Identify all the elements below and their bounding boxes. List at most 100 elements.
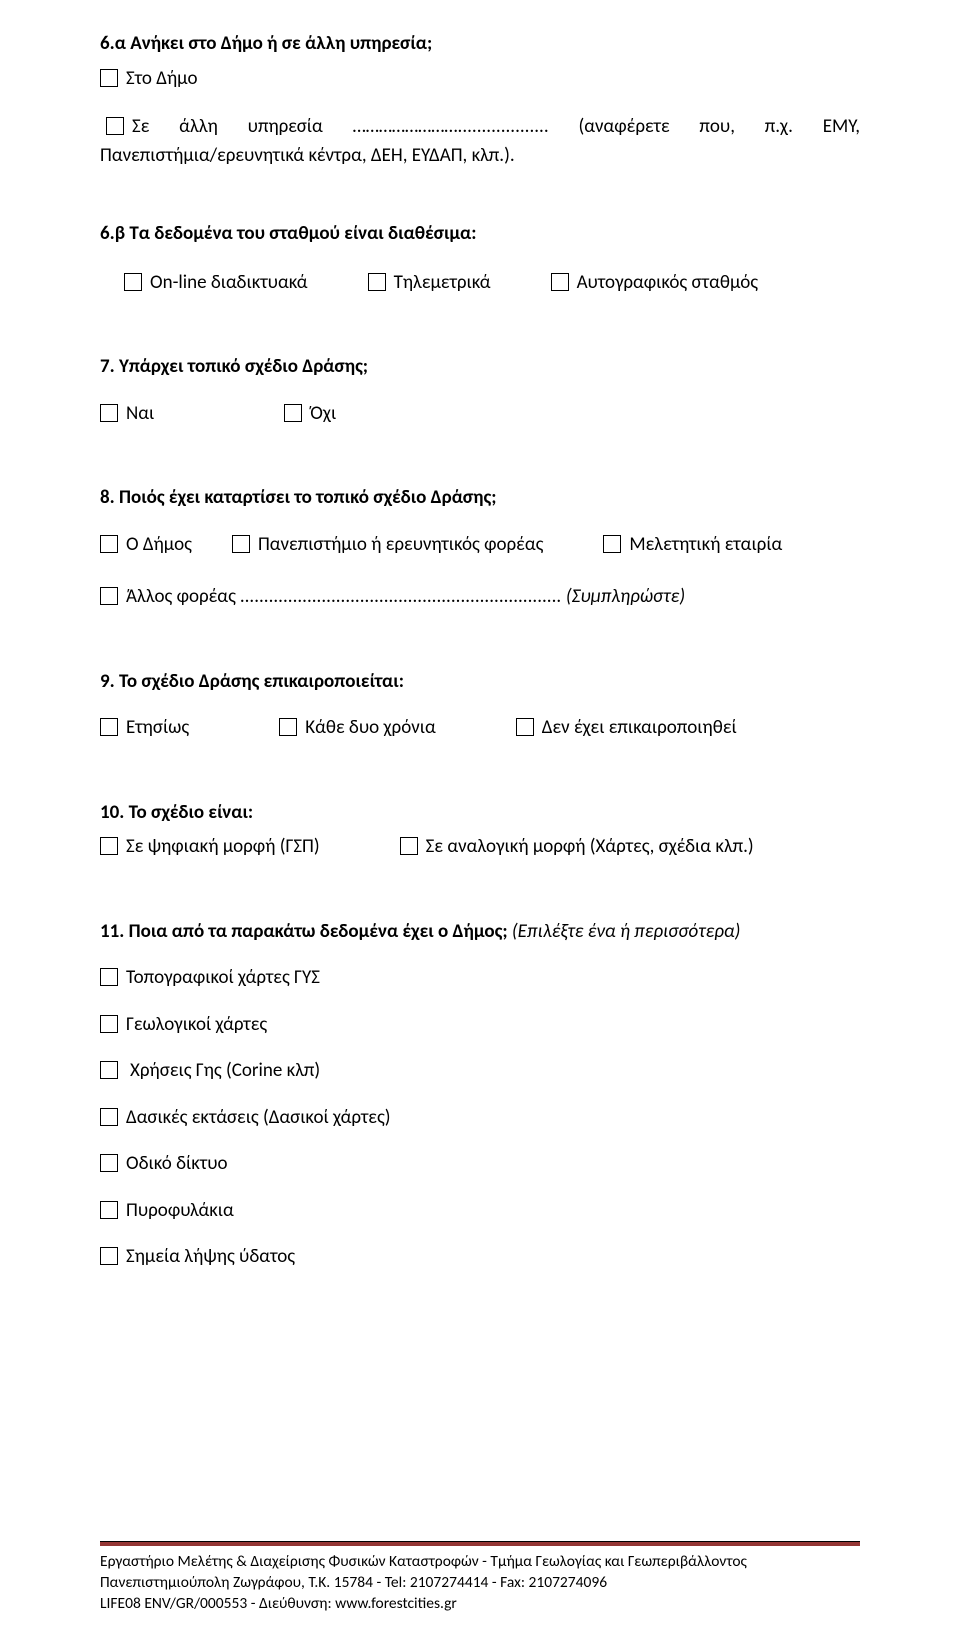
- q8-row1: Ο Δήμος Πανεπιστήμιο ή ερευνητικός φορέα…: [100, 531, 860, 566]
- q11-opt1-label: Τοπογραφικοί χάρτες ΓΥΣ: [126, 964, 320, 993]
- q9-title: 9. Το σχέδιο Δράσης επικαιροποιείται:: [100, 668, 860, 697]
- checkbox-icon[interactable]: [368, 273, 386, 291]
- checkbox-icon[interactable]: [100, 535, 118, 553]
- q9-opt3-label: Δεν έχει επικαιροποιηθεί: [542, 714, 737, 743]
- q7-opt1-label: Ναι: [126, 400, 154, 429]
- q6a-title: 6.α Ανήκει στο Δήμο ή σε άλλη υπηρεσία;: [100, 30, 860, 59]
- q6a-line2-text: Σεάλληυπηρεσία……………………..................…: [132, 113, 860, 142]
- q10-opt2-label: Σε αναλογική μορφή (Χάρτες, σχέδια κλπ.): [426, 833, 754, 862]
- checkbox-icon[interactable]: [100, 718, 118, 736]
- checkbox-icon[interactable]: [279, 718, 297, 736]
- q10-option-2: Σε αναλογική μορφή (Χάρτες, σχέδια κλπ.): [400, 833, 754, 862]
- checkbox-icon[interactable]: [516, 718, 534, 736]
- checkbox-icon[interactable]: [100, 837, 118, 855]
- q11-opt7-label: Σημεία λήψης ύδατος: [126, 1243, 295, 1272]
- checkbox-icon[interactable]: [100, 1015, 118, 1033]
- q9-opt2-label: Κάθε δυο χρόνια: [305, 714, 436, 743]
- q10-opt1-label: Σε ψηφιακή μορφή (ΓΣΠ): [126, 833, 320, 862]
- q6b-title: 6.β Τα δεδομένα του σταθμού είναι διαθέσ…: [100, 220, 860, 249]
- footer-line1: Εργαστήριο Μελέτης & Διαχείρισης Φυσικών…: [100, 1552, 860, 1573]
- q11-title-b: (Επιλέξτε ένα ή περισσότερα): [512, 920, 741, 943]
- question-6b: 6.β Τα δεδομένα του σταθμού είναι διαθέσ…: [100, 220, 860, 303]
- q10-option-1: Σε ψηφιακή μορφή (ΓΣΠ): [100, 833, 320, 862]
- q6b-opt1-label: On-line διαδικτυακά: [150, 269, 308, 298]
- q11-option-7: Σημεία λήψης ύδατος: [100, 1243, 860, 1272]
- q8-row2: Άλλος φορέας ...........................…: [100, 583, 860, 618]
- q7-option-2: Όχι: [284, 400, 336, 429]
- q6b-option-1: On-line διαδικτυακά: [124, 269, 308, 298]
- checkbox-icon[interactable]: [400, 837, 418, 855]
- question-6a: 6.α Ανήκει στο Δήμο ή σε άλλη υπηρεσία; …: [100, 30, 860, 170]
- q11-list: Τοπογραφικοί χάρτες ΓΥΣ Γεωλογικοί χάρτε…: [100, 964, 860, 1272]
- q9-option-2: Κάθε δυο χρόνια: [279, 714, 436, 743]
- q6b-option-3: Αυτογραφικός σταθμός: [551, 269, 759, 298]
- q9-option-1: Ετησίως: [100, 714, 189, 743]
- question-10: 10. Το σχέδιο είναι: Σε ψηφιακή μορφή (Γ…: [100, 799, 860, 868]
- checkbox-icon[interactable]: [106, 117, 124, 135]
- checkbox-icon[interactable]: [232, 535, 250, 553]
- q9-opt1-label: Ετησίως: [126, 714, 189, 743]
- page-container: 6.α Ανήκει στο Δήμο ή σε άλλη υπηρεσία; …: [0, 0, 960, 1645]
- q11-option-4: Δασικές εκτάσεις (Δασικοί χάρτες): [100, 1104, 860, 1133]
- q10-title: 10. Το σχέδιο είναι:: [100, 799, 860, 828]
- q11-option-6: Πυροφυλάκια: [100, 1197, 860, 1226]
- q11-title-a: 11. Ποια από τα παρακάτω δεδομένα έχει ο…: [100, 920, 512, 943]
- q11-opt3-label: Χρήσεις Γης (Corine κλπ): [130, 1057, 320, 1086]
- footer-line3: LIFE08 ENV/GR/000553 - Διεύθυνση: www.fo…: [100, 1594, 860, 1615]
- q11-option-1: Τοπογραφικοί χάρτες ΓΥΣ: [100, 964, 860, 993]
- q6a-line3: Πανεπιστήμια/ερευνητικά κέντρα, ΔΕΗ, ΕΥΔ…: [100, 142, 860, 171]
- q11-option-2: Γεωλογικοί χάρτες: [100, 1011, 860, 1040]
- footer-bar: [100, 1541, 860, 1546]
- q8-option-3: Μελετητική εταιρία: [603, 531, 782, 560]
- q11-opt2-label: Γεωλογικοί χάρτες: [126, 1011, 267, 1040]
- q6a-option-1: Στο Δήμο: [100, 65, 860, 94]
- q9-options: Ετησίως Κάθε δυο χρόνια Δεν έχει επικαιρ…: [100, 714, 860, 749]
- q11-option-3: Χρήσεις Γης (Corine κλπ): [100, 1057, 860, 1086]
- checkbox-icon[interactable]: [603, 535, 621, 553]
- q8-opt2-label: Πανεπιστήμιο ή ερευνητικός φορέας: [258, 531, 543, 560]
- q9-option-3: Δεν έχει επικαιροποιηθεί: [516, 714, 737, 743]
- question-8: 8. Ποιός έχει καταρτίσει το τοπικό σχέδι…: [100, 484, 860, 618]
- checkbox-icon[interactable]: [100, 69, 118, 87]
- q11-opt5-label: Οδικό δίκτυο: [126, 1150, 228, 1179]
- checkbox-icon[interactable]: [551, 273, 569, 291]
- q7-option-1: Ναι: [100, 400, 154, 429]
- q8-option-1: Ο Δήμος: [100, 531, 192, 560]
- q11-opt4-label: Δασικές εκτάσεις (Δασικοί χάρτες): [126, 1104, 391, 1133]
- checkbox-icon[interactable]: [124, 273, 142, 291]
- q6a-opt1-label: Στο Δήμο: [126, 65, 198, 94]
- question-11: 11. Ποια από τα παρακάτω δεδομένα έχει ο…: [100, 918, 860, 1272]
- checkbox-icon[interactable]: [100, 1061, 118, 1079]
- q10-options: Σε ψηφιακή μορφή (ΓΣΠ) Σε αναλογική μορφ…: [100, 833, 860, 868]
- q6b-option-2: Τηλεμετρικά: [368, 269, 491, 298]
- checkbox-icon[interactable]: [100, 1201, 118, 1219]
- checkbox-icon[interactable]: [284, 404, 302, 422]
- q7-title: 7. Υπάρχει τοπικό σχέδιο Δράσης;: [100, 353, 860, 382]
- q6a-line2-wrap: Σεάλληυπηρεσία……………………..................…: [100, 113, 860, 170]
- footer-text: Εργαστήριο Μελέτης & Διαχείρισης Φυσικών…: [100, 1552, 860, 1615]
- q6b-opt3-label: Αυτογραφικός σταθμός: [577, 269, 759, 298]
- q11-title: 11. Ποια από τα παρακάτω δεδομένα έχει ο…: [100, 918, 860, 947]
- q7-opt2-label: Όχι: [310, 400, 336, 429]
- q11-option-5: Οδικό δίκτυο: [100, 1150, 860, 1179]
- q6a-line2: Σεάλληυπηρεσία……………………..................…: [100, 113, 860, 142]
- checkbox-icon[interactable]: [100, 587, 118, 605]
- page-footer: Εργαστήριο Μελέτης & Διαχείρισης Φυσικών…: [100, 1541, 860, 1615]
- checkbox-icon[interactable]: [100, 968, 118, 986]
- question-9: 9. Το σχέδιο Δράσης επικαιροποιείται: Ετ…: [100, 668, 860, 749]
- q11-opt6-label: Πυροφυλάκια: [126, 1197, 234, 1226]
- checkbox-icon[interactable]: [100, 1108, 118, 1126]
- footer-line2: Πανεπιστημιούπολη Ζωγράφου, Τ.Κ. 15784 -…: [100, 1573, 860, 1594]
- q6b-options: On-line διαδικτυακά Τηλεμετρικά Αυτογραφ…: [100, 269, 860, 304]
- q8-option-2: Πανεπιστήμιο ή ερευνητικός φορέας: [232, 531, 543, 560]
- question-7: 7. Υπάρχει τοπικό σχέδιο Δράσης; Ναι Όχι: [100, 353, 860, 434]
- q7-options: Ναι Όχι: [100, 400, 860, 435]
- q8-option-4: Άλλος φορέας ...........................…: [100, 583, 685, 612]
- checkbox-icon[interactable]: [100, 1247, 118, 1265]
- q8-opt1-label: Ο Δήμος: [126, 531, 192, 560]
- q6b-opt2-label: Τηλεμετρικά: [394, 269, 491, 298]
- checkbox-icon[interactable]: [100, 1154, 118, 1172]
- checkbox-icon[interactable]: [100, 404, 118, 422]
- q8-opt4-label: Άλλος φορέας ...........................…: [126, 583, 685, 612]
- q8-opt3-label: Μελετητική εταιρία: [629, 531, 782, 560]
